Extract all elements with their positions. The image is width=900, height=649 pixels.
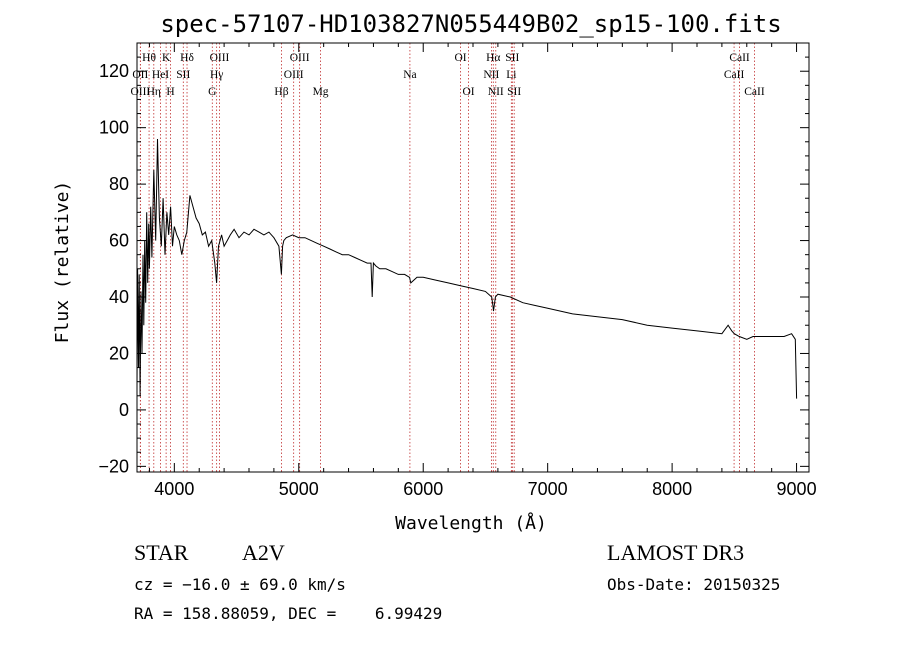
line-marker-label-18: OIII: [130, 86, 150, 98]
line-marker-label-6: Hα: [486, 52, 500, 64]
x-axis-label: Wavelength (Å): [395, 512, 547, 534]
spectrum-line: [136, 138, 798, 399]
line-marker-label-4: OIII: [290, 52, 310, 64]
line-marker-label-13: OIII: [284, 69, 304, 81]
line-marker-label-2: Hδ: [180, 52, 194, 64]
line-marker-label-12: Hγ: [210, 69, 223, 81]
survey-name: LAMOST DR3: [607, 540, 744, 565]
y-axis-label: Flux (relative): [52, 181, 73, 344]
y-axis-ticks: −20 0 20 40 60 80 100 120: [98, 56, 809, 476]
coordinates: RA = 158.88059, DEC = 6.99429: [134, 604, 442, 623]
y-tick-label-4: 60: [109, 231, 129, 251]
x-tick-label-1: 5000: [279, 479, 319, 499]
y-tick-label-7: 120: [99, 61, 129, 81]
x-tick-label-3: 7000: [528, 479, 568, 499]
y-tick-label-3: 40: [109, 287, 129, 307]
line-marker-label-23: Mg: [313, 86, 329, 98]
line-marker-label-0: Hθ: [142, 52, 156, 64]
line-marker-label-15: NII: [483, 69, 499, 81]
redshift-cz: cz = −16.0 ± 69.0 km/s: [134, 575, 346, 594]
y-tick-label-5: 80: [109, 174, 129, 194]
chart-title: spec-57107-HD103827N055449B02_sp15-100.f…: [160, 10, 781, 38]
line-marker-label-27: CaII: [744, 86, 765, 98]
obs-date: Obs-Date: 20150325: [607, 575, 780, 594]
line-marker-labels: Hθ K Hδ OIII OIII OI Hα SII CaII OII HeI SII Hγ OIII N…: [130, 52, 764, 98]
object-type: STAR: [134, 540, 189, 565]
plot-frame: [136, 42, 810, 473]
line-markers: [139, 43, 755, 472]
y-tick-label-6: 100: [99, 118, 129, 138]
line-marker-label-24: OI: [462, 86, 474, 98]
x-tick-label-2: 6000: [403, 479, 443, 499]
line-marker-label-1: K: [162, 52, 171, 64]
object-subclass: A2V: [242, 540, 285, 565]
line-marker-label-20: H: [166, 86, 174, 98]
y-tick-label-0: −20: [98, 456, 129, 476]
line-marker-label-21: G: [208, 86, 216, 98]
line-marker-label-11: SII: [176, 69, 190, 81]
line-marker-label-25: NII: [488, 86, 504, 98]
line-marker-label-10: HeI: [152, 69, 169, 81]
line-marker-label-17: CaII: [724, 69, 745, 81]
x-tick-label-4: 8000: [652, 479, 692, 499]
line-marker-label-26: SII: [507, 86, 521, 98]
line-marker-label-14: Na: [403, 69, 416, 81]
line-marker-label-8: CaII: [729, 52, 750, 64]
y-tick-label-1: 0: [119, 400, 129, 420]
line-marker-label-3: OIII: [210, 52, 230, 64]
line-marker-label-9: OII: [132, 69, 148, 81]
line-marker-label-7: SII: [505, 52, 519, 64]
line-marker-label-22: Hβ: [274, 86, 288, 98]
x-axis-ticks: 4000 5000 6000 7000 8000 9000: [148, 43, 817, 499]
line-marker-label-16: Li: [506, 69, 516, 81]
y-tick-label-2: 20: [109, 343, 129, 363]
line-marker-label-5: OI: [454, 52, 466, 64]
x-tick-label-5: 9000: [777, 479, 817, 499]
x-tick-label-0: 4000: [154, 479, 194, 499]
line-marker-label-19: Hη: [147, 86, 161, 98]
